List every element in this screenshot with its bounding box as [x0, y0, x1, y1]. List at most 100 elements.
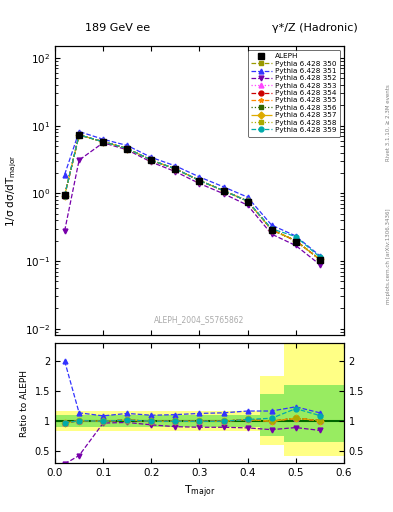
Pythia 6.428 359	[197, 178, 202, 184]
Pythia 6.428 350	[149, 157, 154, 163]
Pythia 6.428 354	[197, 178, 202, 184]
Pythia 6.428 354	[125, 145, 130, 152]
Line: Pythia 6.428 355: Pythia 6.428 355	[62, 133, 322, 262]
Pythia 6.428 352	[221, 190, 226, 197]
Pythia 6.428 350	[221, 187, 226, 194]
Pythia 6.428 356	[197, 178, 202, 184]
Pythia 6.428 358	[77, 132, 81, 138]
Pythia 6.428 353	[125, 145, 130, 152]
Pythia 6.428 357	[101, 139, 106, 145]
Pythia 6.428 354	[294, 238, 298, 244]
Pythia 6.428 351	[77, 129, 81, 135]
Pythia 6.428 357	[149, 157, 154, 163]
Pythia 6.428 353	[77, 132, 81, 138]
Bar	[91, 411, 260, 432]
Pythia 6.428 356	[62, 193, 67, 199]
ALEPH	[269, 227, 274, 233]
Pythia 6.428 355	[173, 166, 178, 172]
ALEPH	[197, 178, 202, 184]
Pythia 6.428 358	[294, 238, 298, 244]
Pythia 6.428 358	[173, 166, 178, 172]
Pythia 6.428 353	[101, 139, 106, 145]
Pythia 6.428 352	[149, 159, 154, 165]
ALEPH	[245, 199, 250, 205]
Line: Pythia 6.428 358: Pythia 6.428 358	[62, 133, 322, 262]
Pythia 6.428 354	[318, 257, 322, 263]
Pythia 6.428 354	[221, 187, 226, 194]
Pythia 6.428 356	[77, 132, 81, 138]
Pythia 6.428 355	[125, 145, 130, 152]
ALEPH	[221, 187, 226, 194]
ALEPH	[101, 139, 106, 145]
Pythia 6.428 358	[269, 227, 274, 233]
Pythia 6.428 352	[245, 202, 250, 208]
Pythia 6.428 351	[318, 252, 322, 259]
Pythia 6.428 353	[149, 157, 154, 163]
Pythia 6.428 350	[245, 198, 250, 204]
Pythia 6.428 359	[77, 132, 81, 138]
Line: Pythia 6.428 353: Pythia 6.428 353	[62, 133, 322, 262]
Pythia 6.428 359	[318, 254, 322, 260]
Pythia 6.428 351	[149, 154, 154, 160]
Pythia 6.428 356	[269, 227, 274, 233]
Pythia 6.428 357	[62, 193, 67, 199]
Pythia 6.428 359	[62, 193, 67, 199]
Pythia 6.428 356	[125, 145, 130, 152]
Pythia 6.428 353	[294, 238, 298, 244]
Pythia 6.428 357	[221, 187, 226, 194]
Pythia 6.428 357	[245, 198, 250, 204]
Pythia 6.428 354	[77, 132, 81, 138]
Pythia 6.428 351	[221, 184, 226, 190]
ALEPH	[149, 157, 154, 163]
Pythia 6.428 358	[245, 198, 250, 204]
Pythia 6.428 359	[294, 233, 298, 240]
Pythia 6.428 359	[125, 145, 130, 152]
Pythia 6.428 358	[62, 193, 67, 199]
Pythia 6.428 352	[125, 147, 130, 153]
Pythia 6.428 350	[318, 257, 322, 263]
Pythia 6.428 352	[318, 262, 322, 268]
Pythia 6.428 356	[294, 238, 298, 244]
Pythia 6.428 354	[269, 227, 274, 233]
Pythia 6.428 356	[245, 198, 250, 204]
Pythia 6.428 355	[245, 198, 250, 204]
Bar	[91, 415, 260, 427]
Pythia 6.428 354	[62, 193, 67, 199]
Pythia 6.428 359	[149, 157, 154, 163]
Pythia 6.428 353	[245, 198, 250, 204]
Pythia 6.428 350	[173, 166, 178, 172]
Line: Pythia 6.428 350: Pythia 6.428 350	[62, 133, 322, 262]
ALEPH	[173, 166, 178, 172]
Line: Pythia 6.428 359: Pythia 6.428 359	[62, 133, 322, 260]
Pythia 6.428 355	[197, 178, 202, 184]
Pythia 6.428 350	[197, 178, 202, 184]
Pythia 6.428 355	[318, 257, 322, 263]
Pythia 6.428 355	[221, 187, 226, 194]
Pythia 6.428 354	[101, 139, 106, 145]
Bar	[72, 411, 91, 432]
Pythia 6.428 355	[149, 157, 154, 163]
Pythia 6.428 350	[62, 193, 67, 199]
Pythia 6.428 351	[101, 136, 106, 142]
Pythia 6.428 357	[173, 166, 178, 172]
Pythia 6.428 351	[125, 142, 130, 148]
Line: Pythia 6.428 351: Pythia 6.428 351	[62, 129, 322, 258]
Bar	[55, 411, 72, 432]
Pythia 6.428 359	[221, 187, 226, 194]
Pythia 6.428 353	[62, 193, 67, 199]
Pythia 6.428 358	[318, 257, 322, 263]
Pythia 6.428 354	[149, 157, 154, 163]
Line: Pythia 6.428 356: Pythia 6.428 356	[62, 133, 322, 262]
Pythia 6.428 351	[294, 233, 298, 239]
Pythia 6.428 352	[294, 242, 298, 248]
Pythia 6.428 351	[245, 194, 250, 200]
Legend: ALEPH, Pythia 6.428 350, Pythia 6.428 351, Pythia 6.428 352, Pythia 6.428 353, P: ALEPH, Pythia 6.428 350, Pythia 6.428 35…	[248, 50, 340, 137]
Pythia 6.428 359	[101, 139, 106, 145]
Pythia 6.428 352	[77, 157, 81, 163]
ALEPH	[62, 192, 67, 198]
Pythia 6.428 358	[101, 139, 106, 145]
Pythia 6.428 353	[221, 187, 226, 194]
Pythia 6.428 353	[197, 178, 202, 184]
Bar	[55, 415, 91, 427]
X-axis label: T$_{\mathregular{major}}$: T$_{\mathregular{major}}$	[184, 484, 215, 500]
